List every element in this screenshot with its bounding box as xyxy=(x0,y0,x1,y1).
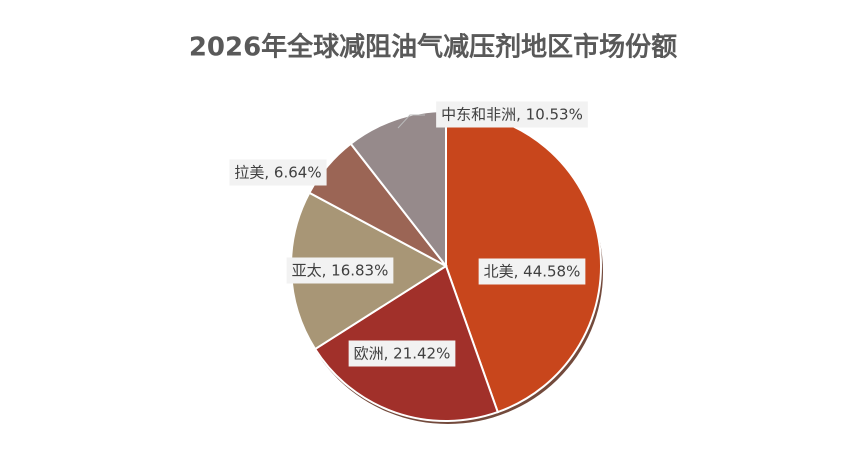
data-label: 中东和非洲, 10.53% xyxy=(441,106,583,124)
chart-title: 2026年全球减阻油气减压剂地区市场份额 xyxy=(189,32,677,63)
data-label: 北美, 44.58% xyxy=(484,263,581,281)
data-label-box xyxy=(478,258,586,285)
data-label: 拉美, 6.64% xyxy=(234,164,321,182)
data-label-box xyxy=(286,257,394,284)
data-label-box xyxy=(229,159,327,186)
data-label: 亚太, 16.83% xyxy=(292,262,389,280)
leader-line xyxy=(397,114,425,129)
data-label-box xyxy=(436,101,588,128)
data-label: 欧洲, 21.42% xyxy=(354,345,451,363)
data-label-box xyxy=(348,340,456,367)
